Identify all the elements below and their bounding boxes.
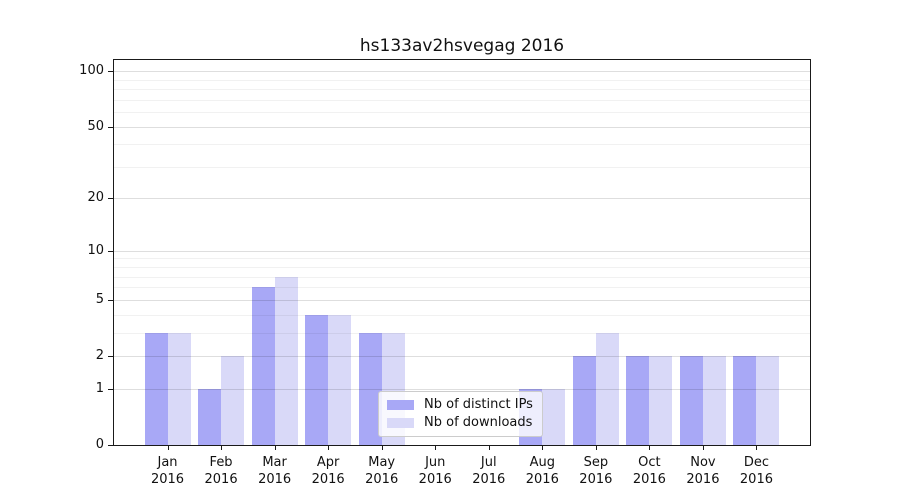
y-tick [108,71,113,73]
y-tick-label: 50 [87,118,104,134]
legend: Nb of distinct IPs Nb of downloads [378,391,543,437]
gridline-minor [114,166,810,168]
legend-item-distinct-ips: Nb of distinct IPs [387,397,533,412]
x-tick [435,446,437,450]
x-tick-label: Sep 2016 [579,455,613,487]
gridline-major [114,126,810,128]
chart-title: hs133av2hsvegag 2016 [359,36,565,56]
x-tick [649,446,651,450]
gridline-minor [114,332,810,334]
bar-downloads [221,356,245,445]
legend-swatch-distinct-ips [387,399,414,410]
bar-distinct-ips [251,287,275,445]
x-tick-label: Apr 2016 [311,455,345,487]
gridline-minor [114,112,810,114]
x-tick-label: Jul 2016 [472,455,506,487]
x-tick-label: Oct 2016 [632,455,666,487]
bars-layer [114,60,810,445]
x-tick-label: Jun 2016 [418,455,452,487]
x-tick-label: Feb 2016 [204,455,238,487]
x-tick [702,446,704,450]
x-tick-label: Nov 2016 [686,455,720,487]
bar-distinct-ips [144,332,168,445]
gridline-major [114,250,810,252]
gridline-major [114,71,810,73]
x-tick [221,446,223,450]
x-tick [328,446,330,450]
y-tick-label: 1 [95,380,104,396]
gridline-minor [114,258,810,260]
y-tick [108,388,113,390]
bar-downloads [542,388,566,445]
x-tick [381,446,383,450]
gridline-minor [114,276,810,278]
x-tick-label: Mar 2016 [258,455,292,487]
bar-distinct-ips [305,314,329,445]
y-tick-label: 5 [95,291,104,307]
x-tick [595,446,597,450]
bar-distinct-ips [626,356,650,445]
bar-downloads [649,356,673,445]
y-tick-label: 2 [95,348,104,363]
gridline-minor [114,287,810,289]
grid-layer [114,60,810,445]
gridline-major [114,299,810,301]
x-tick [274,446,276,450]
plot-area: Nb of distinct IPs Nb of downloads [113,59,811,446]
gridline-minor [114,144,810,146]
bar-downloads [702,356,726,445]
x-tick [756,446,758,450]
gridline-minor [114,99,810,101]
bar-downloads [756,356,780,445]
gridline-major [114,356,810,357]
x-tick [542,446,544,450]
y-tick [108,356,113,357]
x-tick-label: Jan 2016 [150,455,185,487]
y-tick-label: 100 [79,63,104,79]
gridline-minor [114,267,810,269]
bar-distinct-ips [733,356,757,445]
bar-downloads [274,276,298,445]
bar-distinct-ips [679,356,703,445]
x-tick-label: May 2016 [365,455,399,487]
legend-label-downloads: Nb of downloads [424,415,533,430]
bar-distinct-ips [572,356,596,445]
x-tick [488,446,490,450]
legend-label-distinct-ips: Nb of distinct IPs [424,397,533,412]
y-tick [108,198,113,200]
legend-swatch-downloads [387,417,414,428]
bar-downloads [328,314,352,445]
gridline-minor [114,89,810,91]
y-tick [108,445,113,446]
y-tick-label: 0 [95,437,104,452]
gridline-major [114,198,810,200]
y-tick [108,126,113,128]
y-tick-label: 20 [87,190,104,206]
y-tick-label: 10 [87,242,104,258]
gridline-minor [114,314,810,316]
bar-distinct-ips [198,388,222,445]
legend-item-downloads: Nb of downloads [387,415,533,430]
bar-downloads [167,332,191,445]
gridline-minor [114,79,810,81]
x-tick [167,446,169,450]
bar-downloads [595,332,619,445]
y-tick [108,250,113,252]
x-tick-label: Dec 2016 [739,455,773,487]
x-tick-label: Aug 2016 [525,455,559,487]
bar-distinct-ips [358,332,382,445]
y-tick [108,299,113,301]
gridline-major [114,388,810,390]
